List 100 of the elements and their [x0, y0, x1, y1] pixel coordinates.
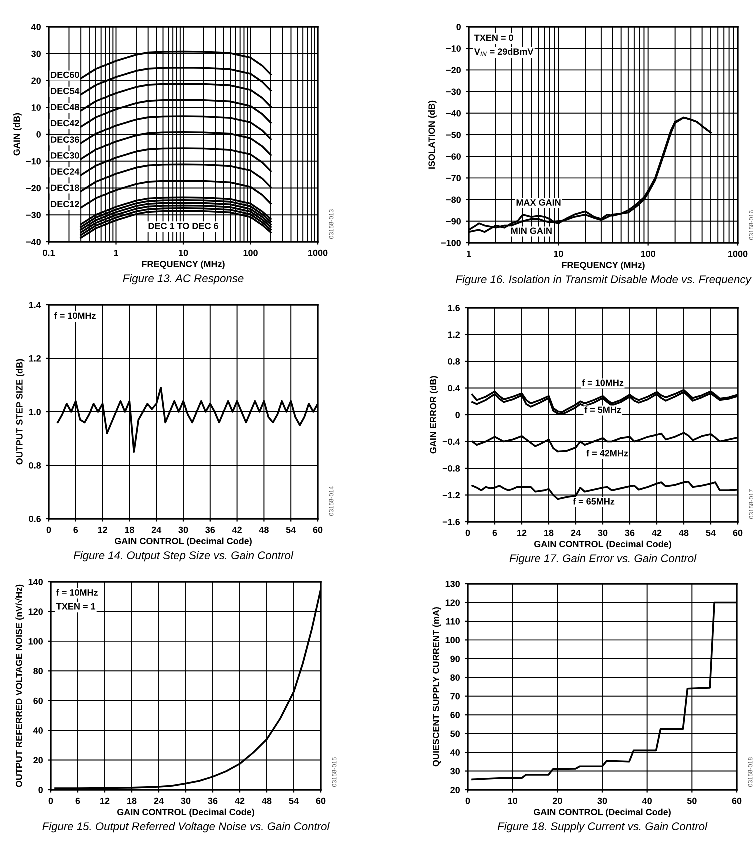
- series-label: DEC36: [51, 136, 80, 144]
- x-tick-label: 18: [544, 530, 554, 536]
- annotation: TXEN = 1: [56, 604, 96, 610]
- caption: Figure 14. Output Step Size vs. Gain Control: [74, 551, 294, 562]
- y-tick-label: −20: [446, 67, 461, 74]
- y-axis-title: GAIN ERROR (dB): [430, 376, 438, 454]
- y-tick-label: −10: [26, 158, 41, 165]
- x-tick-label: 54: [286, 526, 296, 534]
- y-tick-label: 60: [34, 698, 43, 704]
- series-label: DEC18: [51, 184, 80, 192]
- y-tick-label: 100: [446, 637, 460, 644]
- x-tick-label: 60: [733, 530, 743, 536]
- y-tick-label: 140: [28, 578, 43, 586]
- x-tick-label: 12: [100, 798, 110, 804]
- y-axis-title: OUTPUT REFERRED VOLTAGE NOISE (nV/√Hz): [15, 584, 24, 788]
- x-tick-label: 48: [679, 530, 689, 536]
- y-tick-label: 120: [28, 608, 43, 616]
- series-label: DEC60: [51, 72, 80, 78]
- x-tick-label: 60: [732, 798, 742, 804]
- series-label: f = 65MHz: [573, 498, 615, 505]
- y-tick-label: −1.6: [442, 518, 460, 526]
- x-tick-label: 10: [508, 798, 518, 804]
- x-axis-title: FREQUENCY (MHz): [562, 262, 645, 270]
- x-tick-label: 100: [244, 250, 258, 256]
- x-tick-label: 60: [313, 526, 323, 534]
- x-tick-label: 1: [467, 250, 472, 258]
- y-tick-label: 30: [450, 768, 460, 775]
- y-tick-label: −10: [446, 46, 461, 52]
- y-tick-label: 40: [31, 24, 41, 30]
- y-tick-label: −40: [446, 110, 461, 117]
- x-tick-label: 18: [125, 526, 134, 534]
- x-tick-label: 0: [48, 798, 54, 804]
- y-tick-label: 1.6: [448, 304, 460, 312]
- y-tick-label: 1.2: [448, 332, 460, 338]
- y-tick-label: −90: [446, 218, 461, 225]
- x-tick-label: 0: [466, 798, 470, 804]
- series-label: DEC12: [51, 201, 80, 208]
- annotation: V$_{IN}$ = 29dBmV: [474, 48, 534, 56]
- y-tick-label: −0.8: [442, 465, 460, 472]
- y-tick-label: 0: [456, 412, 460, 418]
- x-axis-title: GAIN CONTROL (Decimal Code): [534, 808, 671, 818]
- annotation: f = 10MHz: [54, 312, 96, 320]
- x-tick-label: 12: [518, 530, 527, 536]
- x-tick-label: 1000: [728, 250, 748, 258]
- y-tick-label: 0.8: [29, 462, 42, 469]
- y-tick-label: −70: [446, 175, 461, 182]
- x-tick-label: 6: [76, 798, 80, 804]
- x-tick-label: 42: [232, 526, 242, 534]
- y-tick-label: 0: [38, 786, 43, 794]
- y-tick-label: 40: [33, 728, 43, 734]
- y-axis-title: OUTPUT STEP SIZE (dB): [16, 359, 25, 465]
- y-tick-label: −1.2: [442, 492, 460, 499]
- y-tick-label: −30: [446, 88, 461, 96]
- y-tick-label: −60: [446, 154, 461, 160]
- x-axis-title: GAIN CONTROL (Decimal Code): [117, 808, 254, 818]
- series-label: MAX GAIN: [516, 200, 561, 206]
- y-tick-label: 20: [34, 757, 43, 764]
- x-tick-label: 30: [598, 798, 608, 804]
- x-tick-label: 40: [642, 798, 652, 804]
- x-tick-label: 42: [652, 530, 662, 536]
- y-tick-label: −30: [26, 212, 41, 218]
- x-tick-label: 30: [178, 526, 188, 534]
- y-tick-label: −80: [446, 196, 461, 204]
- y-tick-label: 50: [450, 730, 460, 738]
- x-tick-label: 24: [154, 798, 164, 804]
- y-tick-label: 80: [450, 674, 460, 681]
- x-tick-label: 10: [554, 250, 564, 258]
- series-label: f = 42MHz: [586, 450, 628, 457]
- series-label: DEC48: [51, 104, 80, 110]
- y-tick-label: 120: [446, 600, 460, 606]
- annotation: f = 10MHz: [56, 589, 98, 596]
- series-label: DEC42: [51, 120, 80, 127]
- y-axis-title: QUIESCENT SUPPLY CURRENT (mA): [432, 607, 442, 767]
- x-tick-label: 1: [114, 250, 119, 256]
- y-tick-label: −50: [446, 132, 461, 138]
- x-tick-label: 0.1: [43, 250, 56, 256]
- y-tick-label: 30: [32, 50, 41, 58]
- x-tick-label: 18: [128, 798, 137, 804]
- y-tick-label: 0.4: [448, 385, 460, 392]
- series-label: f = 10MHz: [582, 380, 624, 386]
- x-tick-label: 24: [571, 530, 581, 536]
- x-tick-label: 36: [625, 530, 635, 536]
- series-label: DEC30: [51, 152, 80, 159]
- y-tick-label: 40: [450, 750, 460, 756]
- y-tick-label: 90: [450, 656, 460, 662]
- caption: Figure 18. Supply Current vs. Gain Control: [498, 822, 708, 833]
- x-tick-label: 60: [316, 798, 326, 804]
- x-tick-label: 30: [181, 798, 191, 804]
- y-tick-label: −100: [441, 240, 461, 246]
- x-axis-title: GAIN CONTROL (Decimal Code): [114, 538, 252, 546]
- y-tick-label: 60: [450, 712, 460, 718]
- series-label: DEC24: [51, 168, 80, 175]
- x-tick-label: 36: [206, 526, 216, 534]
- y-tick-label: 130: [446, 580, 460, 588]
- y-tick-label: −20: [26, 185, 41, 192]
- x-tick-label: 6: [492, 530, 498, 536]
- x-tick-label: 54: [289, 798, 299, 804]
- y-tick-label: 10: [32, 104, 41, 111]
- y-tick-label: 20: [450, 786, 460, 794]
- y-tick-label: 20: [32, 78, 41, 84]
